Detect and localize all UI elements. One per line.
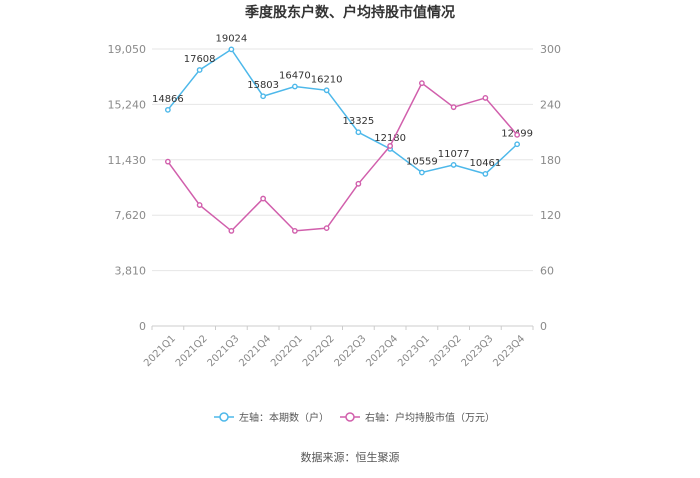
data-label: 11077 <box>438 149 470 160</box>
right-tick-label: 120 <box>540 209 561 222</box>
data-point <box>482 95 489 101</box>
data-label: 19024 <box>215 33 247 44</box>
data-label: 13325 <box>342 116 374 127</box>
data-point <box>164 106 171 113</box>
data-point <box>387 143 394 149</box>
x-tick-label: 2022Q1 <box>269 333 305 369</box>
right-tick-label: 60 <box>540 265 554 278</box>
legend-label: 左轴：本期数（户） <box>239 411 329 424</box>
data-point <box>260 195 267 202</box>
data-point <box>291 227 298 234</box>
x-tick-label: 2023Q1 <box>396 333 432 369</box>
x-tick-label: 2021Q2 <box>174 333 210 369</box>
data-label: 10461 <box>469 158 501 169</box>
right-tick-label: 0 <box>540 320 547 333</box>
data-point <box>228 46 235 53</box>
data-point <box>291 83 298 90</box>
data-point <box>418 80 425 87</box>
x-tick-label: 2023Q4 <box>491 333 527 369</box>
data-label: 16210 <box>311 74 343 85</box>
legend-swatch-marker <box>219 412 229 422</box>
right-tick-label: 240 <box>540 98 561 111</box>
data-label: 14866 <box>152 94 184 105</box>
x-tick-label: 2021Q3 <box>206 333 242 369</box>
left-tick-label: 11,430 <box>108 154 147 167</box>
data-point <box>514 131 521 138</box>
data-point <box>164 158 171 165</box>
data-point <box>323 225 330 232</box>
series-line-1 <box>167 48 518 175</box>
data-point <box>418 169 425 176</box>
data-point <box>482 170 489 177</box>
x-tick-label: 2023Q2 <box>428 333 464 369</box>
source-text: 数据来源：恒生聚源 <box>301 450 400 464</box>
x-tick-label: 2022Q3 <box>333 333 369 369</box>
right-tick-label: 180 <box>540 154 561 167</box>
data-point <box>450 104 457 111</box>
data-point <box>355 180 362 187</box>
left-tick-label: 3,810 <box>115 265 147 278</box>
data-point <box>323 87 330 94</box>
left-tick-label: 0 <box>139 320 146 333</box>
left-tick-label: 7,620 <box>115 209 147 222</box>
data-point <box>228 227 235 234</box>
legend-label: 右轴：户均持股市值（万元） <box>365 411 495 424</box>
data-label: 16470 <box>279 71 311 82</box>
data-label: 12180 <box>374 133 406 144</box>
series-line-2 <box>167 82 518 232</box>
x-tick-label: 2022Q4 <box>364 333 400 369</box>
data-point <box>514 141 521 148</box>
data-point <box>196 202 203 208</box>
left-tick-label: 15,240 <box>108 98 147 111</box>
data-point <box>260 93 267 100</box>
data-point <box>450 162 457 168</box>
chart-title: 季度股东户数、户均持股市值情况 <box>244 4 455 21</box>
data-point <box>355 129 362 136</box>
data-label: 17608 <box>184 54 216 65</box>
data-point <box>196 67 203 73</box>
x-tick-label: 2023Q3 <box>460 333 496 369</box>
data-label: 10559 <box>406 156 438 167</box>
left-tick-label: 19,050 <box>108 43 147 56</box>
x-tick-label: 2021Q4 <box>237 333 273 369</box>
legend-swatch-marker <box>345 412 355 422</box>
x-tick-label: 2021Q1 <box>142 333 178 369</box>
right-tick-label: 300 <box>540 43 561 56</box>
x-tick-label: 2022Q2 <box>301 333 337 369</box>
data-label: 15803 <box>247 80 279 91</box>
